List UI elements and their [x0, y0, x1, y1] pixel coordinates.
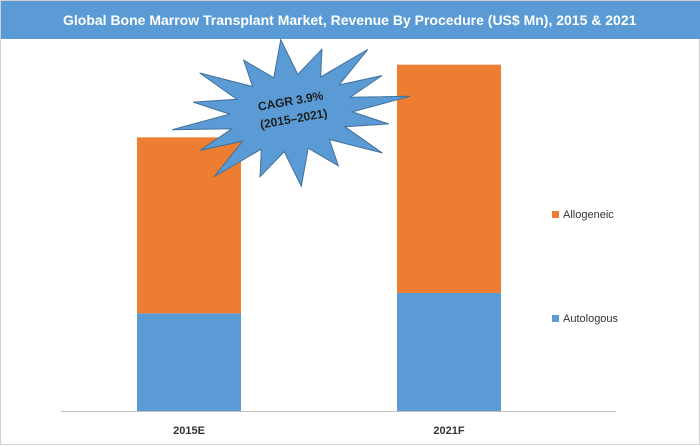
- bar-autologous-2021f: [397, 292, 501, 411]
- legend-swatch-allogeneic: [552, 211, 559, 218]
- chart-title: Global Bone Marrow Transplant Market, Re…: [63, 12, 637, 28]
- legend-label-autologous: Autologous: [563, 313, 619, 325]
- bar-autologous-2015e: [137, 313, 241, 411]
- legend-label-allogeneic: Allogeneic: [563, 209, 614, 221]
- x-tick-labels: 2015E 2021F: [173, 425, 465, 437]
- x-tick-label: 2015E: [173, 425, 205, 437]
- starburst-shape: [172, 38, 410, 188]
- cagr-callout: CAGR 3.9% (2015–2021): [172, 38, 410, 188]
- bar-allogeneic-2021f: [397, 64, 501, 293]
- legend-swatch-autologous: [552, 315, 559, 322]
- bars-layer: [137, 64, 501, 411]
- x-tick-label: 2021F: [433, 425, 464, 437]
- title-bar: Global Bone Marrow Transplant Market, Re…: [1, 1, 700, 39]
- legend: Allogeneic Autologous: [552, 209, 619, 325]
